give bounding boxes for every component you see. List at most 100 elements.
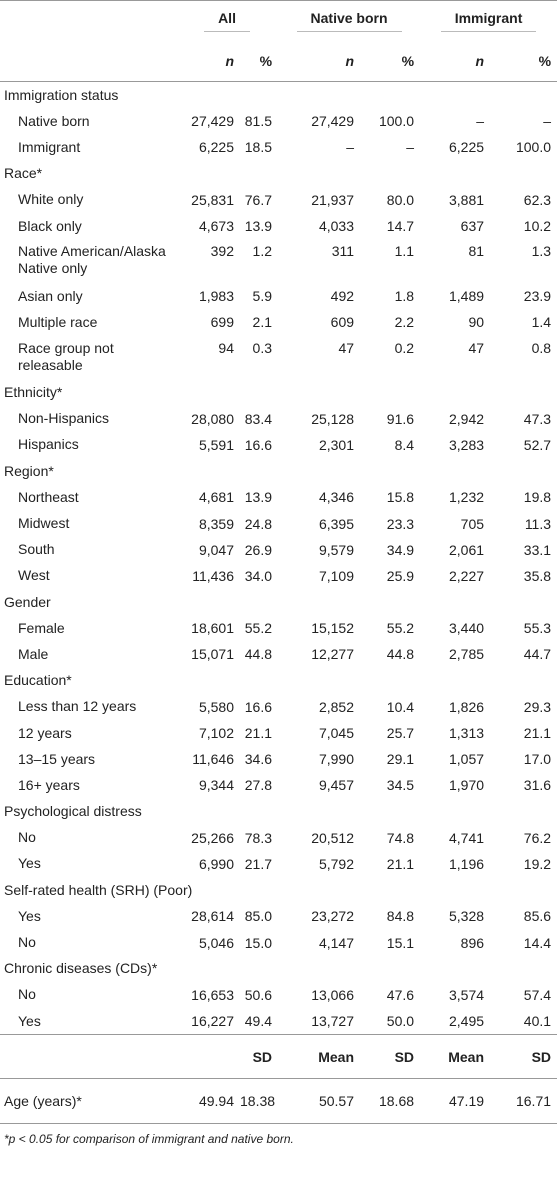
cell: 1,826 (448, 698, 485, 715)
cell: 34.9 (386, 541, 415, 558)
header-cell (0, 1034, 176, 1080)
section-row: Region* (0, 458, 557, 484)
cell: – (476, 113, 485, 130)
cell: 2,785 (448, 646, 485, 663)
cell: 27,429 (311, 113, 355, 130)
row-label: Native born (18, 112, 90, 129)
row-label: 12 years (18, 724, 72, 741)
cell: 2,301 (318, 436, 355, 453)
stats-header: Mean (420, 1034, 491, 1080)
cell: 7,045 (318, 725, 355, 742)
cell: 1,489 (448, 288, 485, 305)
row-label: West (18, 567, 50, 584)
cell: 80.0 (386, 191, 415, 208)
cell: 50.6 (244, 986, 273, 1003)
row-label: Yes (18, 1012, 41, 1029)
cell: 84.8 (386, 908, 415, 925)
subheader: % (360, 41, 421, 82)
cell: 100.0 (515, 139, 552, 156)
section-label: Ethnicity* (4, 384, 63, 401)
cell: 16.6 (244, 698, 273, 715)
cell: 0.8 (531, 339, 552, 356)
row-label: 13–15 years (18, 750, 96, 767)
cell: 47.3 (523, 410, 552, 427)
row-label: Male (18, 645, 49, 662)
cell: 5,580 (198, 698, 234, 715)
cell: 49.4 (244, 1013, 273, 1030)
cell: 6,395 (318, 515, 355, 532)
cell: 392 (210, 243, 234, 260)
cell: 47.6 (386, 986, 415, 1003)
cell: 4,741 (448, 829, 485, 846)
cell: 2,061 (448, 541, 485, 558)
cell: 15.8 (386, 489, 415, 506)
cell: 14.7 (386, 218, 415, 235)
cell: 33.1 (523, 541, 552, 558)
subheader: n (176, 41, 240, 82)
cell: 0.2 (394, 339, 415, 356)
cell: 1,232 (448, 489, 485, 506)
cell: – (543, 113, 552, 130)
data-row: Yes 16,227 49.4 13,727 50.0 2,495 40.1 (0, 1008, 557, 1035)
cell: 6,225 (198, 139, 234, 156)
cell: 18,601 (191, 620, 234, 637)
cell: 25,128 (311, 410, 355, 427)
data-row: Hispanics 5,591 16.6 2,301 8.4 3,283 52.7 (0, 432, 557, 458)
row-label: 16+ years (18, 776, 80, 793)
section-row: Immigration status (0, 82, 557, 109)
cell: 15,152 (311, 620, 355, 637)
cell: 29.1 (386, 751, 415, 768)
cell: 11,436 (192, 567, 234, 584)
cell: 2,227 (448, 567, 485, 584)
cell: 18.68 (360, 1078, 421, 1125)
section-label: Race* (4, 165, 43, 182)
data-row: Black only 4,673 13.9 4,033 14.7 637 10.2 (0, 213, 557, 239)
data-row: Northeast 4,681 13.9 4,346 15.8 1,232 19.8 (0, 484, 557, 510)
cell: 21.1 (386, 855, 415, 872)
cell: 27.8 (244, 777, 273, 794)
cell: 23.9 (523, 288, 552, 305)
stats-header-row: SD Mean SD Mean SD (0, 1034, 557, 1080)
cell: 2,852 (318, 698, 355, 715)
cell: 637 (460, 218, 485, 235)
cell: 21.1 (523, 725, 552, 742)
cell: 4,033 (318, 218, 355, 235)
cell: 55.2 (386, 620, 415, 637)
cell: 21,937 (311, 191, 355, 208)
age-row: Age (years)* 49.94 18.38 50.57 18.68 47.19 16.… (0, 1078, 557, 1125)
cell: 10.2 (523, 218, 552, 235)
section-label: Region* (4, 462, 54, 479)
cell: 31.6 (523, 777, 552, 794)
cell: 1,057 (448, 751, 485, 768)
section-row: Education* (0, 668, 557, 694)
cell: 5,046 (198, 934, 234, 951)
cell: 47 (468, 339, 485, 356)
cell: 29.3 (523, 698, 552, 715)
cell: 44.7 (523, 646, 552, 663)
row-label: Race group not releasable (18, 339, 114, 373)
cell: 12,277 (311, 646, 355, 663)
cell: 7,990 (318, 751, 355, 768)
cell: 62.3 (523, 191, 552, 208)
section-row: Race* (0, 161, 557, 187)
cell: 100.0 (378, 113, 415, 130)
table-stats: SD Mean SD Mean SD Age (years)* 49.94 18.38 50.5… (0, 1034, 557, 1125)
cell: 85.6 (523, 908, 552, 925)
data-row: Race group not releasable 94 0.3 47 0.2 47 0.8 (0, 336, 557, 380)
cell: 3,574 (448, 986, 485, 1003)
cell: 10.4 (386, 698, 415, 715)
group-header: All (176, 0, 279, 41)
cell: 23.3 (386, 515, 415, 532)
footnote: *p < 0.05 for comparison of immigrant an… (4, 1132, 294, 1147)
group-label: Native born (296, 10, 402, 32)
row-label: Age (years)* (0, 1078, 176, 1125)
cell: 35.8 (523, 567, 552, 584)
section-label: Psychological distress (4, 803, 142, 820)
data-row: Yes 6,990 21.7 5,792 21.1 1,196 19.2 (0, 851, 557, 877)
row-label: Northeast (18, 488, 79, 505)
cell: 34.5 (386, 777, 415, 794)
header-cell (0, 41, 176, 82)
subheader-row: n% n% n% (0, 41, 557, 82)
cell: 18.5 (244, 139, 273, 156)
row-label: Female (18, 619, 65, 636)
